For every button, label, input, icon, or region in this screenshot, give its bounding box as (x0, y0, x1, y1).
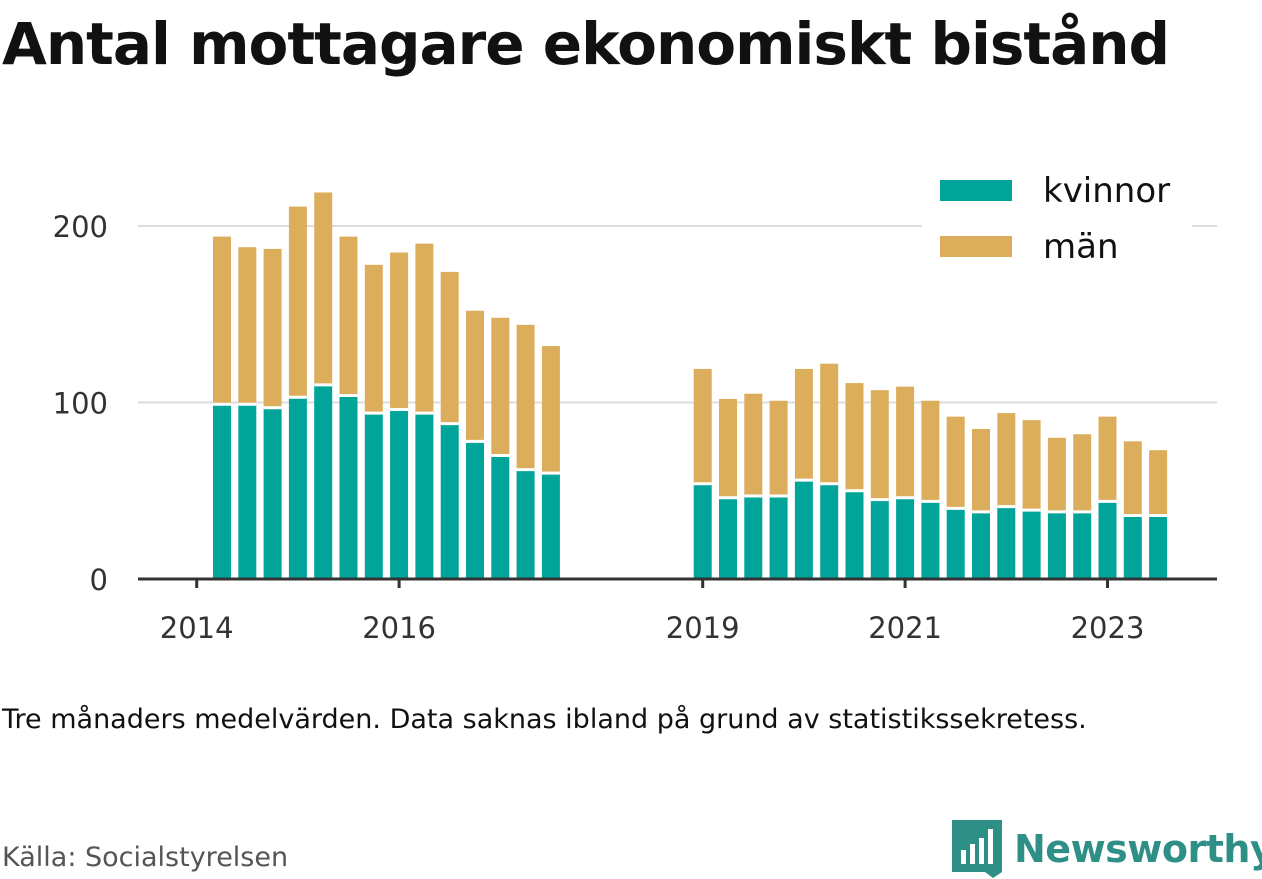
bar-kvinnor (896, 497, 915, 579)
bar-man (1047, 437, 1066, 512)
bar-kvinnor (1073, 511, 1092, 579)
bar-kvinnor (820, 483, 839, 579)
bar-kvinnor (440, 423, 459, 579)
bar-kvinnor (1149, 515, 1168, 579)
bar-man (693, 368, 712, 484)
bar-man (364, 264, 383, 414)
bar-man (769, 400, 788, 497)
legend-swatch (940, 180, 1012, 201)
bar-man (719, 398, 737, 498)
bar-man (794, 368, 813, 481)
y-tick-label: 100 (53, 387, 108, 421)
bar-kvinnor (794, 480, 813, 579)
bar-man (1073, 434, 1092, 512)
source-label: Källa: Socialstyrelsen (2, 842, 289, 873)
bar-man (744, 393, 763, 497)
bar-kvinnor (314, 384, 333, 579)
bar-kvinnor (744, 496, 763, 579)
bar-man (238, 247, 257, 405)
bar-man (1149, 450, 1168, 516)
bar-man (820, 363, 839, 484)
bar-man (896, 386, 915, 498)
bar-kvinnor (997, 506, 1016, 579)
bar-kvinnor (1123, 515, 1142, 579)
bar-kvinnor (1047, 511, 1066, 579)
bar-man (870, 390, 889, 500)
bar-kvinnor (946, 508, 965, 579)
bar-man (997, 413, 1016, 507)
legend-swatch (940, 236, 1012, 257)
chart-title: Antal mottagare ekonomiskt bistånd (2, 10, 1170, 78)
legend-label: kvinnor (1043, 171, 1170, 211)
bar-kvinnor (769, 496, 788, 579)
bar-man (1022, 420, 1041, 511)
bar-kvinnor (288, 397, 307, 579)
bar-kvinnor (263, 407, 282, 579)
bar-man (288, 206, 307, 398)
bar-kvinnor (719, 497, 737, 579)
bar-man (440, 271, 459, 424)
bar-man (541, 346, 560, 474)
bar-kvinnor (364, 413, 383, 579)
bar-man (263, 248, 282, 408)
bar-man (390, 252, 409, 410)
newsworthy-logo-icon (952, 820, 1002, 878)
bar-kvinnor (466, 441, 484, 579)
bar-kvinnor (1098, 501, 1117, 579)
legend-label: män (1043, 227, 1119, 267)
bars (213, 192, 1168, 579)
bar-man (466, 310, 484, 442)
y-tick-label: 0 (90, 563, 108, 597)
bar-kvinnor (921, 501, 940, 579)
x-tick-label: 2014 (160, 611, 234, 645)
bar-kvinnor (491, 455, 510, 579)
bar-kvinnor (415, 413, 434, 579)
x-tick-label: 2019 (666, 611, 740, 645)
x-tick-label: 2023 (1071, 611, 1145, 645)
bar-man (415, 243, 434, 414)
bar-man (1098, 416, 1117, 502)
bar-kvinnor (516, 469, 535, 579)
y-tick-label: 200 (53, 210, 108, 244)
bar-man (845, 383, 864, 491)
bar-man (946, 416, 965, 509)
bar-kvinnor (390, 409, 409, 579)
x-tick-label: 2016 (362, 611, 436, 645)
chart-note: Tre månaders medelvärden. Data saknas ib… (2, 704, 1087, 735)
legend: kvinnor män (922, 165, 1192, 275)
bar-man (972, 428, 990, 512)
bar-kvinnor (845, 490, 864, 579)
bar-man (491, 317, 510, 456)
bar-kvinnor (238, 404, 257, 579)
bar-kvinnor (972, 511, 990, 579)
bar-man (921, 400, 940, 502)
bar-man (213, 236, 231, 405)
bar-man (516, 324, 535, 470)
bar-kvinnor (693, 483, 712, 579)
bar-man (314, 192, 333, 385)
bar-man (339, 236, 358, 396)
x-tick-label: 2021 (868, 611, 942, 645)
bar-kvinnor (870, 499, 889, 579)
bar-kvinnor (339, 395, 358, 579)
brand-logo: Newsworthy (952, 820, 1262, 878)
bar-kvinnor (213, 404, 231, 579)
bar-man (1123, 441, 1142, 516)
bar-kvinnor (1022, 510, 1041, 579)
axes: 0 100 200 2014 2016 2019 2021 2023 (53, 210, 1217, 645)
bar-kvinnor (541, 473, 560, 579)
brand-name: Newsworthy (1014, 827, 1262, 871)
